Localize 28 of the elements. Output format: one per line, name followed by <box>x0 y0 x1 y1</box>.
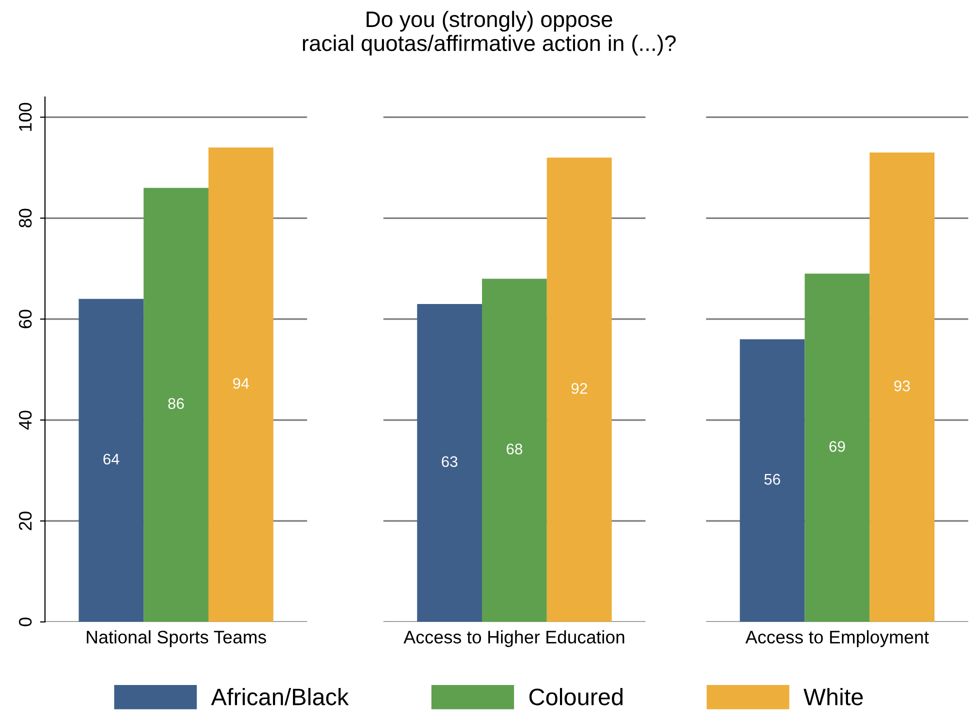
y-tick-label: 40 <box>18 410 32 430</box>
data-label: 93 <box>894 380 910 392</box>
legend-label: African/Black <box>211 688 349 706</box>
x-tick-label: Access to Higher Education <box>404 630 624 648</box>
x-tick-label: Access to Employment <box>745 630 929 648</box>
data-label: 64 <box>103 454 120 465</box>
data-label: 94 <box>233 378 249 389</box>
data-label: 63 <box>442 456 458 468</box>
x-tick-label: National Sports Teams <box>86 630 266 648</box>
bar <box>804 274 870 622</box>
data-label: 56 <box>764 474 780 485</box>
bar <box>144 188 208 622</box>
chart-title: Do you (strongly) oppose racial quotas/affirmative action in (...)? <box>302 10 676 56</box>
data-label: 92 <box>572 383 588 394</box>
bar <box>208 147 274 622</box>
legend-label: Coloured <box>529 688 623 706</box>
legend-label: White <box>804 688 863 706</box>
y-tick-label: 20 <box>18 512 32 530</box>
y-tick-label: 100 <box>18 102 32 131</box>
data-label: 69 <box>829 441 845 452</box>
data-label: 86 <box>168 398 184 409</box>
data-label: 68 <box>506 444 522 454</box>
y-tick-label: 0 <box>18 618 32 626</box>
bar <box>740 339 805 622</box>
y-tick-label: 60 <box>18 310 32 328</box>
bar <box>78 298 144 622</box>
bar <box>870 152 934 622</box>
y-tick-label: 80 <box>18 208 32 228</box>
